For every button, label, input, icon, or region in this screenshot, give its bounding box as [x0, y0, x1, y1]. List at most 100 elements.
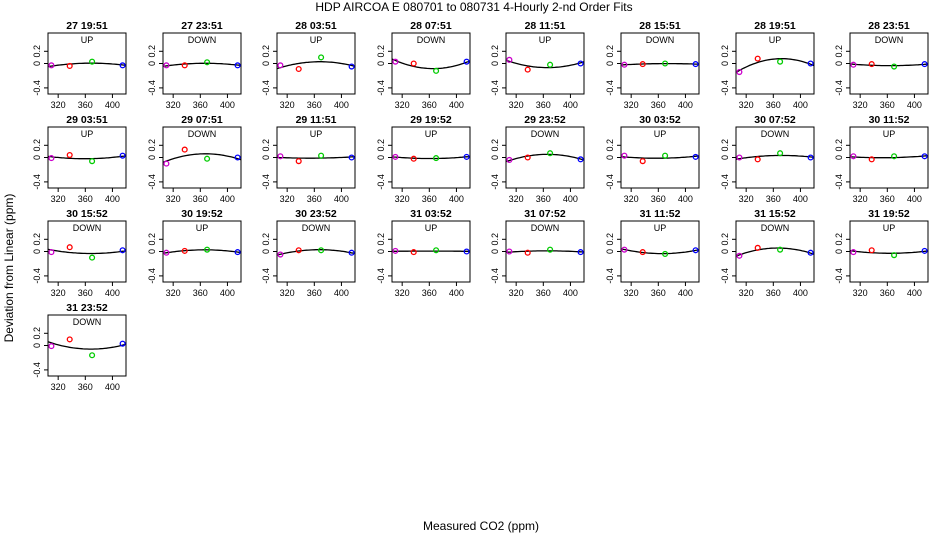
- data-point: [295, 247, 302, 254]
- data-point: [868, 61, 875, 68]
- y-tick-label: 0: [376, 155, 386, 160]
- panel: 31 15:52 DOWN 320 360 400 -0.4 0 0.2: [720, 208, 815, 298]
- panel: 31 11:52 UP 320 360 400 -0.4 0 0.2: [605, 208, 700, 298]
- y-tick-label: -0.4: [605, 174, 615, 190]
- panel: 31 07:52 DOWN 320 360 400 -0.4 0 0.2: [490, 208, 585, 298]
- data-point: [524, 154, 531, 161]
- y-tick-label: -0.4: [605, 268, 615, 284]
- panel-direction-label: UP: [883, 129, 896, 139]
- y-tick-label: 0.2: [32, 233, 42, 246]
- panel: 27 19:51 UP 320 360 400 -0.4 0 0.2: [32, 20, 127, 110]
- data-point: [621, 61, 628, 68]
- main-title: HDP AIRCOA E 080701 to 080731 4-Hourly 2…: [315, 0, 632, 14]
- y-tick-label: 0.2: [834, 233, 844, 246]
- data-point: [807, 249, 814, 256]
- data-point: [736, 154, 743, 161]
- fit-curve: [505, 250, 585, 254]
- data-point: [850, 61, 857, 68]
- x-tick-label: 360: [193, 288, 208, 298]
- fit-curve: [276, 249, 356, 256]
- data-point: [348, 63, 355, 70]
- panel: 29 19:52 UP 320 360 400 -0.4 0 0.2: [376, 114, 471, 204]
- panel-title: 28 23:51: [868, 20, 910, 32]
- data-point: [891, 252, 898, 259]
- y-tick-label: 0.2: [834, 45, 844, 58]
- x-tick-label: 320: [624, 100, 639, 110]
- panel-title: 29 03:51: [66, 114, 108, 126]
- data-point: [66, 152, 73, 159]
- fit-curve: [162, 62, 242, 67]
- panel-title: 31 23:52: [66, 302, 108, 314]
- panel: 28 11:51 UP 320 360 400 -0.4 0 0.2: [490, 20, 585, 110]
- y-tick-label: -0.4: [720, 80, 730, 96]
- panel-title: 28 11:51: [525, 20, 566, 32]
- x-tick-label: 400: [105, 382, 120, 392]
- panel-title: 29 11:51: [296, 114, 337, 126]
- x-tick-label: 360: [78, 194, 93, 204]
- y-tick-label: 0.2: [376, 45, 386, 58]
- x-tick-label: 320: [509, 100, 524, 110]
- y-tick-label: 0.2: [147, 139, 157, 152]
- x-tick-label: 320: [739, 100, 754, 110]
- y-tick-label: 0.2: [490, 45, 500, 58]
- data-point: [119, 62, 126, 69]
- panel-direction-label: DOWN: [761, 223, 790, 233]
- panel-title: 31 03:52: [410, 208, 452, 220]
- y-tick-label: 0.2: [147, 45, 157, 58]
- data-point: [621, 152, 628, 159]
- data-point: [89, 58, 96, 65]
- data-point: [392, 58, 399, 65]
- fit-curve: [47, 248, 127, 255]
- panel-direction-label: UP: [883, 223, 896, 233]
- data-point: [392, 153, 399, 160]
- y-tick-label: 0.2: [605, 233, 615, 246]
- panel: 30 15:52 DOWN 320 360 400 -0.4 0 0.2: [32, 208, 127, 298]
- data-point: [868, 247, 875, 254]
- x-tick-label: 320: [51, 100, 66, 110]
- data-point: [433, 247, 440, 254]
- y-tick-label: -0.4: [376, 80, 386, 96]
- panel-direction-label: DOWN: [302, 223, 331, 233]
- x-tick-label: 360: [307, 100, 322, 110]
- y-tick-label: 0.2: [720, 45, 730, 58]
- data-point: [181, 146, 188, 153]
- panel-direction-label: DOWN: [531, 129, 560, 139]
- x-tick-label: 400: [105, 100, 120, 110]
- x-tick-label: 400: [334, 100, 349, 110]
- panel: 31 19:52 UP 320 360 400 -0.4 0 0.2: [834, 208, 929, 298]
- y-tick-label: -0.4: [32, 80, 42, 96]
- panel: 29 23:52 DOWN 320 360 400 -0.4 0 0.2: [490, 114, 585, 204]
- fit-curve: [849, 63, 929, 67]
- x-tick-label: 320: [51, 382, 66, 392]
- panel-direction-label: DOWN: [188, 129, 217, 139]
- x-tick-label: 400: [793, 194, 808, 204]
- y-tick-label: -0.4: [32, 174, 42, 190]
- data-point: [506, 56, 513, 63]
- x-tick-label: 360: [651, 100, 666, 110]
- data-point: [577, 249, 584, 256]
- data-point: [754, 244, 761, 251]
- panel-title: 29 23:52: [524, 114, 566, 126]
- y-tick-label: -0.4: [147, 80, 157, 96]
- x-tick-label: 320: [280, 100, 295, 110]
- x-tick-label: 360: [880, 288, 895, 298]
- x-tick-label: 360: [78, 382, 93, 392]
- data-point: [754, 156, 761, 163]
- panel-title: 29 07:51: [181, 114, 223, 126]
- x-tick-label: 360: [422, 100, 437, 110]
- y-tick-label: 0: [261, 249, 271, 254]
- x-tick-label: 400: [334, 194, 349, 204]
- x-tick-label: 320: [166, 100, 181, 110]
- data-point: [662, 250, 669, 257]
- panel-title: 30 19:52: [181, 208, 223, 220]
- x-tick-label: 320: [51, 194, 66, 204]
- data-point: [692, 247, 699, 254]
- y-tick-label: -0.4: [32, 362, 42, 378]
- x-tick-label: 320: [51, 288, 66, 298]
- panel-title: 30 03:52: [639, 114, 681, 126]
- data-point: [433, 67, 440, 74]
- y-tick-label: -0.4: [261, 174, 271, 190]
- y-tick-label: -0.4: [605, 80, 615, 96]
- panel: 30 11:52 UP 320 360 400 -0.4 0 0.2: [834, 114, 929, 204]
- data-point: [577, 60, 584, 67]
